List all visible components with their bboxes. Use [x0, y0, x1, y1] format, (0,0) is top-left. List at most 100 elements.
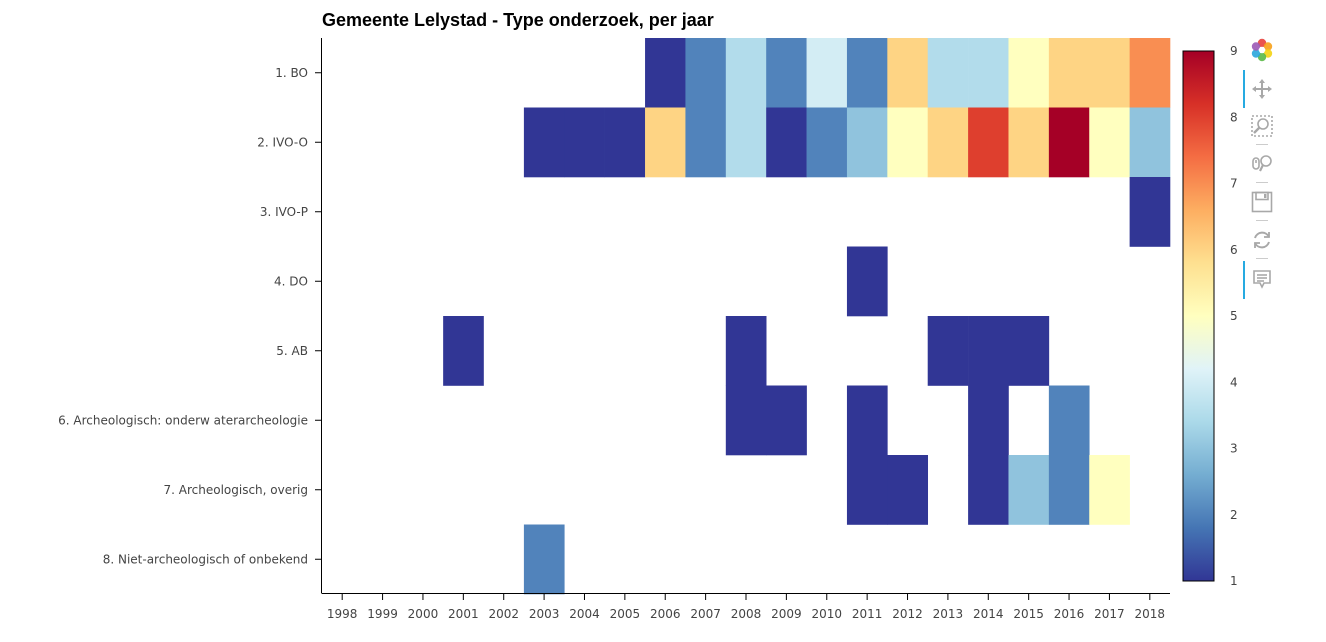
- colorbar-tick-label: 8: [1230, 110, 1238, 124]
- colorbar-tick-label: 1: [1230, 574, 1238, 588]
- heatmap-cell: [968, 316, 1009, 386]
- heatmap-cell: [523, 524, 565, 595]
- toolbar-separator: [1256, 144, 1268, 145]
- heatmap-cell: [1089, 455, 1130, 525]
- heatmap-cell: [523, 107, 565, 178]
- y-tick-label: 3. IVO-P: [260, 205, 308, 219]
- heatmap-cell: [1129, 107, 1171, 178]
- colorbar-tick-label: 7: [1230, 177, 1238, 191]
- heatmap-cell: [685, 107, 727, 178]
- toolbar-separator: [1256, 182, 1268, 183]
- x-tick-label: 2012: [892, 607, 923, 621]
- heatmap-cell: [685, 38, 727, 108]
- heatmap-cell: [927, 316, 969, 386]
- heatmap-cell: [1008, 316, 1050, 386]
- x-tick-label: 1998: [327, 607, 358, 621]
- heatmap-cell: [1089, 107, 1130, 178]
- x-tick-label: 2011: [852, 607, 883, 621]
- save-tool-icon[interactable]: [1250, 190, 1274, 214]
- heatmap-cell: [1008, 107, 1050, 178]
- heatmap-cell: [766, 385, 807, 456]
- heatmap-cell: [846, 246, 888, 317]
- heatmap-cell: [1129, 38, 1171, 108]
- heatmap-cell: [968, 38, 1009, 108]
- bokeh-logo-icon[interactable]: [1250, 38, 1274, 62]
- heatmap-cell: [604, 107, 646, 178]
- pan-tool-icon[interactable]: [1250, 77, 1274, 101]
- toolbar-separator: [1256, 258, 1268, 259]
- y-tick-label: 7. Archeologisch, overig: [164, 483, 309, 497]
- y-tick-label: 4. DO: [274, 274, 308, 288]
- x-tick-label: 2006: [650, 607, 681, 621]
- x-tick-label: 2000: [408, 607, 439, 621]
- colorbar-tick-label: 6: [1230, 243, 1238, 257]
- heatmap-cell: [443, 316, 484, 386]
- heatmap-cell: [645, 38, 686, 108]
- heatmap-cell: [846, 385, 888, 456]
- x-tick-label: 2002: [488, 607, 519, 621]
- heatmap-cell: [725, 38, 767, 108]
- heatmap-cell: [1129, 177, 1171, 247]
- heatmap-cell: [846, 38, 888, 108]
- heatmap-cell: [887, 455, 929, 525]
- heatmap-cells: [443, 38, 1171, 595]
- heatmap-cell: [846, 107, 888, 178]
- toolbar-separator: [1256, 220, 1268, 221]
- colorbar-tick-label: 3: [1230, 442, 1238, 456]
- box-zoom-tool-icon[interactable]: [1250, 114, 1274, 138]
- heatmap-cell: [1008, 455, 1050, 525]
- x-tick-label: 2001: [448, 607, 479, 621]
- colorbar-tick-label: 4: [1230, 375, 1238, 389]
- heatmap-cell: [564, 107, 605, 178]
- heatmap-cell: [1048, 385, 1090, 456]
- x-tick-label: 2015: [1013, 607, 1044, 621]
- heatmap-cell: [806, 107, 848, 178]
- colorbar-tick-label: 9: [1230, 44, 1238, 58]
- heatmap-cell: [968, 385, 1009, 456]
- x-tick-label: 2007: [690, 607, 721, 621]
- axes: 1. BO 2. IVO-O 3. IVO-P 4. DO 5. AB 6. Archeo…: [58, 38, 1170, 621]
- heatmap-cell: [766, 107, 807, 178]
- heatmap-cell: [725, 385, 767, 456]
- heatmap-cell: [1048, 455, 1090, 525]
- heatmap-cell: [766, 38, 807, 108]
- heatmap-cell: [846, 455, 888, 525]
- x-tick-label: 2009: [771, 607, 802, 621]
- hover-tool-icon[interactable]: [1250, 267, 1274, 291]
- x-tick-label: 2016: [1054, 607, 1085, 621]
- x-tick-label: 1999: [367, 607, 398, 621]
- x-tick-label: 2018: [1135, 607, 1166, 621]
- x-tick-label: 2010: [811, 607, 842, 621]
- colorbar-tick-label: 5: [1230, 309, 1238, 323]
- heatmap-cell: [806, 38, 848, 108]
- reset-tool-icon[interactable]: [1250, 228, 1274, 252]
- heatmap-cell: [927, 38, 969, 108]
- heatmap-cell: [968, 455, 1009, 525]
- y-tick-label: 8. Niet-archeologisch of onbekend: [103, 552, 308, 566]
- x-tick-label: 2004: [569, 607, 600, 621]
- heatmap-cell: [968, 107, 1009, 178]
- x-tick-label: 2013: [933, 607, 964, 621]
- heatmap-cell: [725, 107, 767, 178]
- x-tick-label: 2005: [610, 607, 641, 621]
- hover-active-indicator: [1243, 261, 1245, 299]
- heatmap-cell: [1089, 38, 1130, 108]
- y-tick-label: 1. BO: [275, 66, 308, 80]
- x-tick-label: 2003: [529, 607, 560, 621]
- heatmap-cell: [1048, 107, 1090, 178]
- colorbar-tick-label: 2: [1230, 508, 1238, 522]
- heatmap-cell: [725, 316, 767, 386]
- y-tick-label: 6. Archeologisch: onderw aterarcheologie: [58, 413, 308, 427]
- colorbar-gradient: [1182, 50, 1215, 582]
- x-tick-label: 2017: [1094, 607, 1125, 621]
- heatmap-cell: [887, 107, 929, 178]
- colorbar: 1 2 3 4 5 6 7 8 9: [1182, 44, 1238, 588]
- x-tick-label: 2008: [731, 607, 762, 621]
- heatmap-cell: [645, 107, 686, 178]
- y-tick-label: 5. AB: [276, 344, 308, 358]
- heatmap-cell: [1048, 38, 1090, 108]
- wheel-zoom-tool-icon[interactable]: [1250, 152, 1274, 176]
- pan-active-indicator: [1243, 70, 1245, 108]
- chart-title: Gemeente Lelystad - Type onderzoek, per …: [322, 10, 714, 30]
